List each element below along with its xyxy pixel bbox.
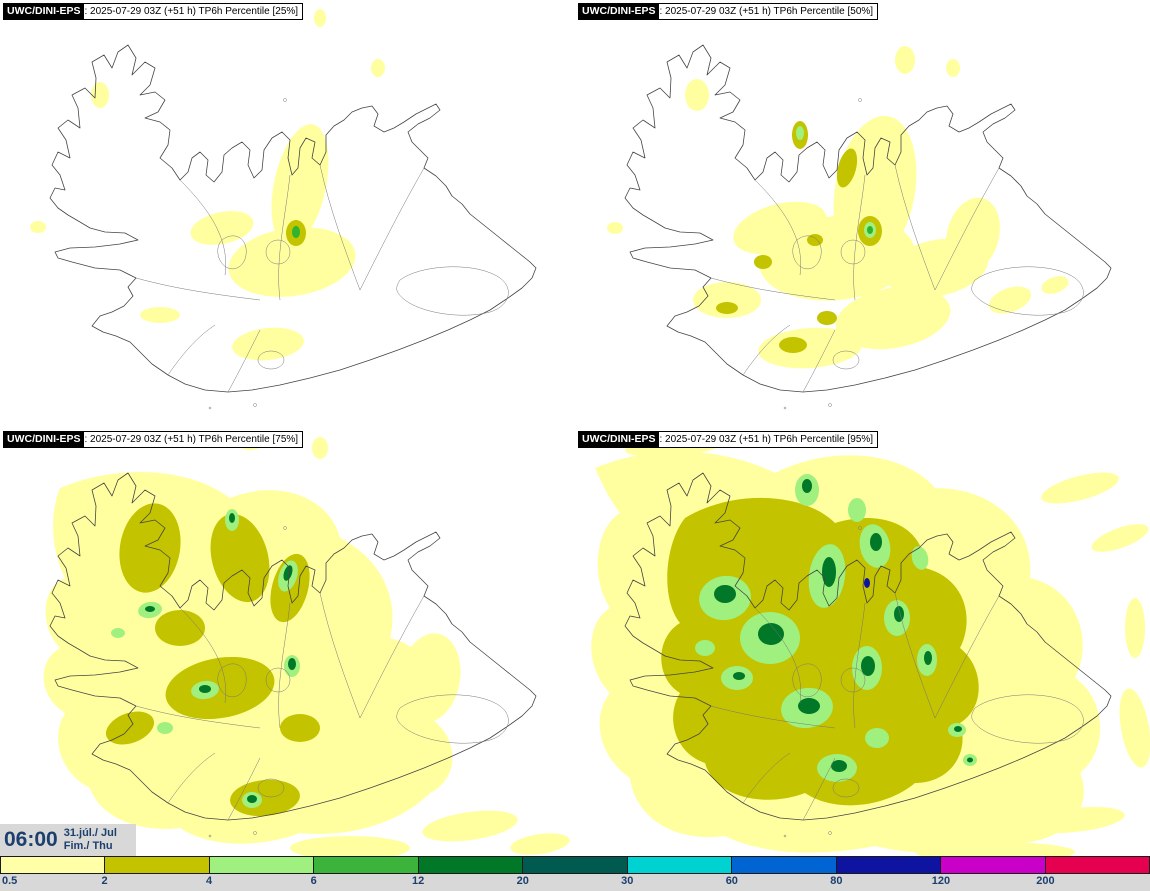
colorbar-label-2: 2 — [101, 875, 108, 887]
colorbar-segment-80 — [835, 857, 941, 873]
map-title-25: UWC/DINI-EPS: 2025-07-29 03Z (+51 h) TP6… — [3, 3, 304, 20]
model-name: UWC/DINI-EPS — [4, 432, 84, 447]
precip-field-95 — [591, 435, 1150, 856]
iceland-map-95 — [591, 435, 1150, 856]
map-title-meta: : 2025-07-29 03Z (+51 h) TP6h Percentile… — [659, 6, 874, 17]
colorbar-label-60: 60 — [725, 875, 738, 887]
map-title-50: UWC/DINI-EPS: 2025-07-29 03Z (+51 h) TP6… — [578, 3, 879, 20]
valid-weekday: Fim./ Thu — [63, 840, 113, 852]
colorbar-label-80: 80 — [830, 875, 843, 887]
colorbar-label-30: 30 — [621, 875, 634, 887]
colorbar-label-0.5: 0.5 — [2, 875, 18, 887]
precip-field-75 — [43, 434, 570, 856]
colorbar-segment-2 — [104, 857, 209, 873]
colorbar-label-4: 4 — [206, 875, 213, 887]
colorbar-segment-60 — [731, 857, 836, 873]
precip-field-50 — [607, 46, 1069, 369]
iceland-map-50 — [607, 44, 1112, 410]
precipitation-colorbar — [0, 856, 1150, 874]
colorbar-segment-200 — [1044, 857, 1149, 873]
colorbar-segment-0.5 — [1, 857, 105, 873]
map-title-95: UWC/DINI-EPS: 2025-07-29 03Z (+51 h) TP6… — [578, 431, 879, 448]
iceland-map-25 — [30, 9, 537, 410]
colorbar-segment-120 — [940, 857, 1045, 873]
model-name: UWC/DINI-EPS — [579, 4, 659, 19]
colorbar-segment-30 — [626, 857, 732, 873]
panel-percentile-25: UWC/DINI-EPS: 2025-07-29 03Z (+51 h) TP6… — [0, 0, 575, 428]
legend-background — [0, 874, 1150, 891]
valid-date: 31.júl./ Jul — [63, 827, 117, 839]
map-title-meta: : 2025-07-29 03Z (+51 h) TP6h Percentile… — [659, 434, 874, 445]
colorbar-label-6: 6 — [310, 875, 317, 887]
map-title-meta: : 2025-07-29 03Z (+51 h) TP6h Percentile… — [84, 6, 299, 17]
map-title-meta: : 2025-07-29 03Z (+51 h) TP6h Percentile… — [84, 434, 299, 445]
panel-percentile-75: UWC/DINI-EPS: 2025-07-29 03Z (+51 h) TP6… — [0, 428, 575, 856]
colorbar-labels: 0.5 2 4 6 12 20 30 60 80 120 200 — [0, 875, 1150, 891]
colorbar-label-12: 12 — [412, 875, 425, 887]
model-name: UWC/DINI-EPS — [579, 432, 659, 447]
colorbar-segment-4 — [208, 857, 314, 873]
colorbar-label-120: 120 — [931, 875, 951, 887]
colorbar-label-200: 200 — [1036, 875, 1055, 887]
valid-time-box: 06:00 31.júl./ Jul Fim./ Thu — [0, 824, 136, 856]
panel-percentile-95: UWC/DINI-EPS: 2025-07-29 03Z (+51 h) TP6… — [575, 428, 1150, 856]
precip-field-25 — [30, 9, 385, 361]
iceland-map-75 — [43, 434, 570, 856]
colorbar-segment-20 — [522, 857, 627, 873]
colorbar-segment-6 — [313, 857, 418, 873]
model-name: UWC/DINI-EPS — [4, 4, 84, 19]
valid-time: 06:00 — [4, 828, 58, 851]
colorbar-label-20: 20 — [516, 875, 529, 887]
map-title-75: UWC/DINI-EPS: 2025-07-29 03Z (+51 h) TP6… — [3, 431, 304, 448]
colorbar-segment-12 — [417, 857, 523, 873]
panel-percentile-50: UWC/DINI-EPS: 2025-07-29 03Z (+51 h) TP6… — [575, 0, 1150, 428]
